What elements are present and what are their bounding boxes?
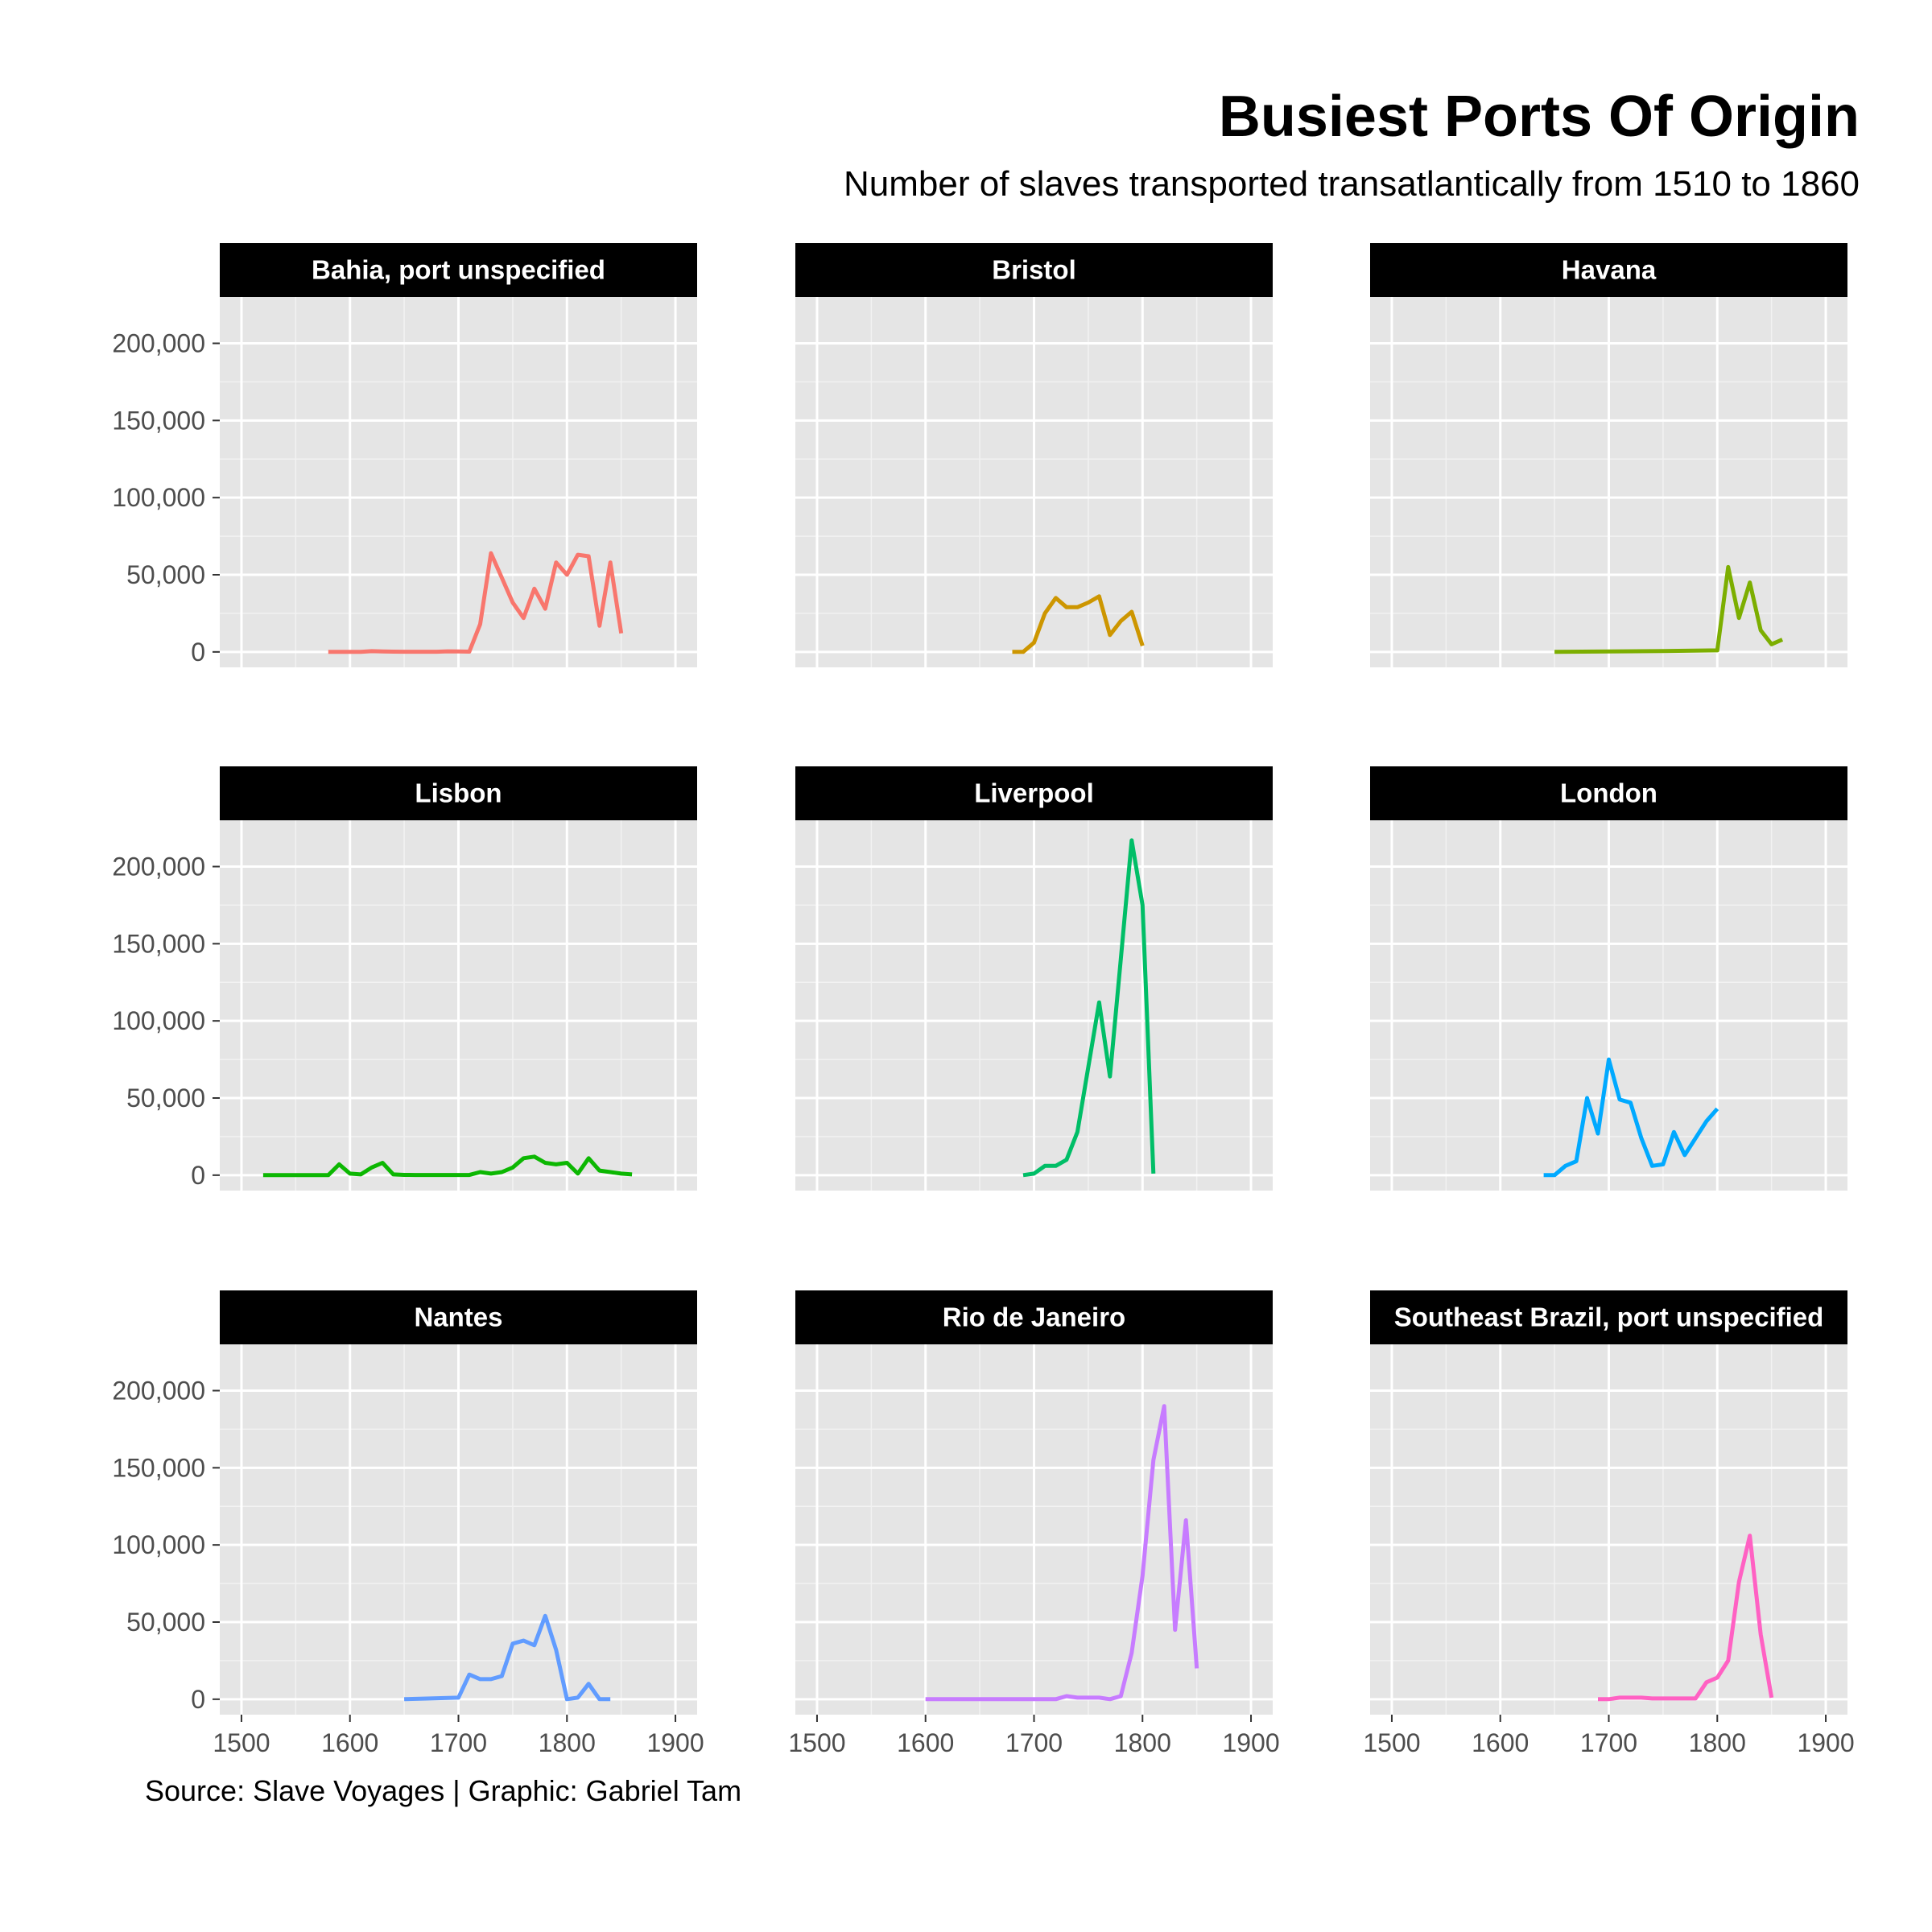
series-line — [328, 551, 624, 654]
facet-panel: Lisbon 0 50,000 100,000 150,000 200,000 — [112, 766, 697, 1191]
y-tick-label: 200,000 — [112, 329, 205, 358]
facet-panel: Nantes 0 50,000 100,000 150,000 200,000 1500 16… — [112, 1290, 704, 1757]
y-tick-label: 50,000 — [126, 1084, 205, 1113]
facet-strip — [1370, 243, 1847, 297]
series-line — [1554, 564, 1784, 654]
facet-strip-label: Bahia, port unspecified — [312, 255, 605, 285]
y-tick-label: 0 — [191, 638, 205, 667]
chart-title: Busiest Ports Of Origin — [1218, 85, 1860, 149]
facet-strip — [220, 1290, 697, 1344]
y-tick-label: 100,000 — [112, 483, 205, 512]
facet-strip — [220, 243, 697, 297]
x-tick-label: 1800 — [539, 1728, 596, 1757]
facet-strip — [795, 243, 1273, 297]
x-tick-label: 1500 — [213, 1728, 270, 1757]
facet-strip — [795, 766, 1273, 820]
facet-strip-label: Nantes — [414, 1302, 502, 1332]
x-tick-label: 1900 — [1797, 1728, 1854, 1757]
facet-strip-label: Rio de Janeiro — [943, 1302, 1125, 1332]
chart-caption: Source: Slave Voyages | Graphic: Gabriel… — [145, 1774, 742, 1807]
facet-strip-label: Southeast Brazil, port unspecified — [1394, 1302, 1824, 1332]
series-line — [1022, 838, 1156, 1178]
series-line — [1598, 1534, 1774, 1702]
facet-strip — [220, 766, 697, 820]
y-tick-label: 50,000 — [126, 1608, 205, 1637]
y-tick-label: 100,000 — [112, 1530, 205, 1559]
facet-strip-label: London — [1560, 778, 1657, 808]
y-tick-label: 200,000 — [112, 1377, 205, 1406]
series-line — [404, 1613, 611, 1702]
facet-panel: Bristol — [795, 243, 1273, 667]
facet-panel: Rio de Janeiro 1500 1600 1700 1800 1900 — [788, 1290, 1280, 1757]
x-tick-label: 1800 — [1689, 1728, 1746, 1757]
y-tick-label: 0 — [191, 1161, 205, 1190]
facet-strip — [1370, 766, 1847, 820]
facet-panel: Liverpool — [795, 766, 1273, 1191]
facet-strip-label: Bristol — [992, 255, 1076, 285]
series-line — [1543, 1057, 1719, 1178]
x-tick-label: 1700 — [1005, 1728, 1063, 1757]
x-tick-label: 1900 — [646, 1728, 704, 1757]
facet-panel: Havana — [1370, 243, 1847, 667]
x-tick-label: 1500 — [788, 1728, 845, 1757]
y-tick-label: 50,000 — [126, 560, 205, 589]
series-line — [262, 1154, 633, 1178]
y-tick-label: 200,000 — [112, 852, 205, 881]
x-tick-label: 1800 — [1114, 1728, 1171, 1757]
facet-panel: Bahia, port unspecified 0 50,000 100,000 150… — [112, 243, 697, 667]
x-tick-label: 1500 — [1363, 1728, 1420, 1757]
x-tick-label: 1700 — [430, 1728, 487, 1757]
y-tick-label: 150,000 — [112, 1453, 205, 1482]
y-tick-label: 150,000 — [112, 406, 205, 435]
facet-strip — [1370, 1290, 1847, 1344]
series-line — [1012, 594, 1145, 654]
y-tick-label: 150,000 — [112, 929, 205, 958]
series-line — [925, 1404, 1199, 1702]
x-tick-label: 1700 — [1580, 1728, 1637, 1757]
facet-strip-label: Lisbon — [415, 778, 502, 808]
y-tick-label: 0 — [191, 1685, 205, 1714]
y-tick-label: 100,000 — [112, 1006, 205, 1035]
facet-strip — [795, 1290, 1273, 1344]
x-tick-label: 1600 — [897, 1728, 954, 1757]
x-tick-label: 1600 — [321, 1728, 378, 1757]
facet-strip-label: Havana — [1562, 255, 1657, 285]
chart-subtitle: Number of slaves transported transatlant… — [844, 164, 1860, 204]
x-tick-label: 1900 — [1222, 1728, 1279, 1757]
facet-strip-label: Liverpool — [974, 778, 1094, 808]
facet-panel: Southeast Brazil, port unspecified 1500 16… — [1363, 1290, 1855, 1757]
x-tick-label: 1600 — [1472, 1728, 1529, 1757]
facet-panel: London — [1370, 766, 1847, 1191]
